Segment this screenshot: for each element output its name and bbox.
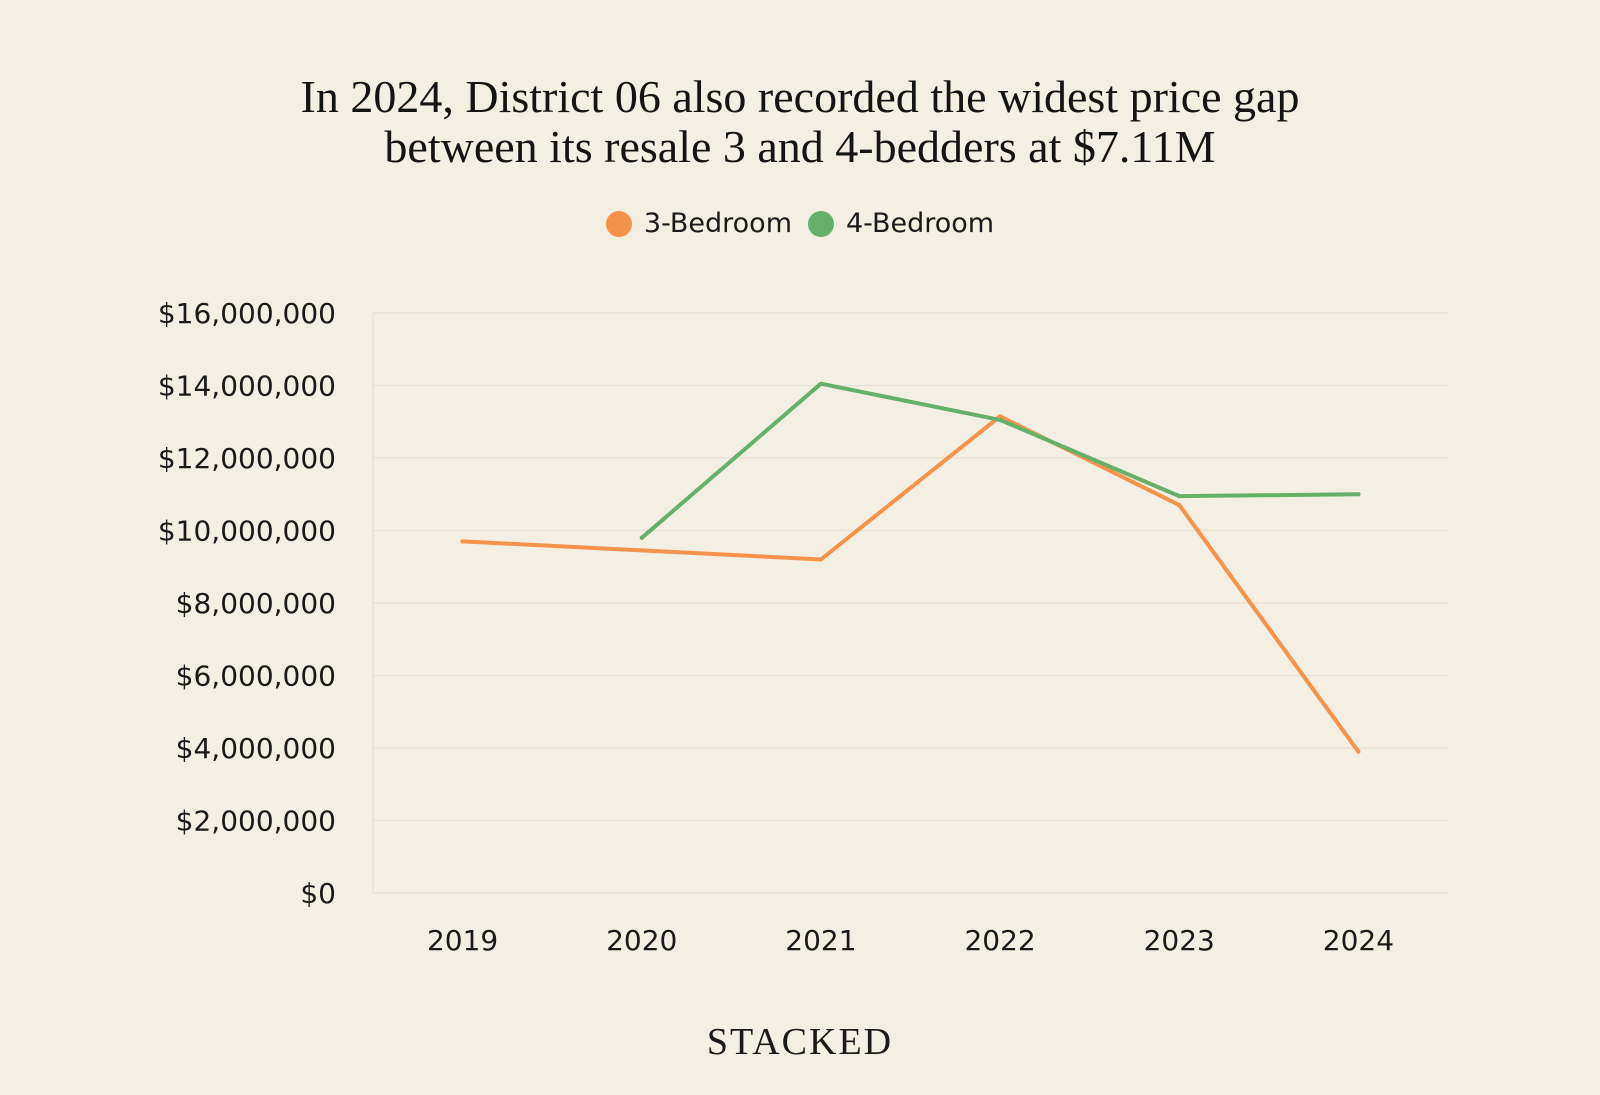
data-point-3-bedroom-2023	[1177, 503, 1182, 508]
data-point-4-bedroom-2024	[1356, 492, 1361, 497]
chart-title-line-1: In 2024, District 06 also recorded the w…	[300, 71, 1300, 122]
y-tick-label-1: $2,000,000	[176, 805, 336, 838]
chart-title-line-2: between its resale 3 and 4-bedders at $7…	[384, 121, 1216, 172]
legend-marker-3-bedroom	[605, 210, 632, 237]
data-point-4-bedroom-2023	[1177, 494, 1182, 499]
data-point-3-bedroom-2024	[1356, 749, 1361, 754]
data-point-4-bedroom-2020	[639, 535, 644, 540]
y-tick-label-2: $4,000,000	[176, 732, 336, 765]
legend-marker-4-bedroom	[808, 210, 834, 237]
legend-label-4-bedroom: 4-Bedroom	[846, 208, 995, 239]
y-tick-label-3: $6,000,000	[176, 660, 336, 693]
y-tick-label-8: $16,000,000	[158, 297, 336, 330]
legend-item-3-bedroom[interactable]: 3-Bedroom	[605, 208, 792, 239]
y-tick-label-5: $10,000,000	[158, 515, 336, 548]
legend-item-4-bedroom[interactable]: 4-Bedroom	[808, 208, 994, 239]
data-point-3-bedroom-2020	[639, 548, 644, 553]
x-tick-label-2024: 2024	[1323, 924, 1394, 957]
legend-label-3-bedroom: 3-Bedroom	[643, 208, 792, 239]
chart-legend: 3-Bedroom 4-Bedroom	[0, 208, 1600, 239]
x-tick-label-2021: 2021	[785, 924, 856, 957]
data-point-3-bedroom-2021	[818, 557, 823, 562]
x-tick-label-2022: 2022	[964, 924, 1035, 957]
series-line-4-bedroom	[639, 381, 1361, 540]
data-point-3-bedroom-2022	[998, 414, 1003, 419]
y-tick-label-6: $12,000,000	[158, 442, 336, 475]
x-tick-label-2020: 2020	[606, 924, 677, 957]
brand-logo: STACKED	[706, 1021, 894, 1063]
data-point-4-bedroom-2021	[818, 381, 823, 386]
data-point-3-bedroom-2019	[460, 539, 465, 544]
series-line-3-bedroom	[460, 414, 1361, 754]
chart-title: In 2024, District 06 also recorded the w…	[0, 72, 1600, 172]
y-tick-label-7: $14,000,000	[158, 370, 336, 403]
x-tick-label-2019: 2019	[427, 924, 498, 957]
x-tick-label-2023: 2023	[1144, 924, 1215, 957]
y-tick-label-4: $8,000,000	[176, 587, 336, 620]
y-tick-label-0: $0	[300, 877, 336, 910]
data-point-4-bedroom-2022	[998, 417, 1003, 422]
